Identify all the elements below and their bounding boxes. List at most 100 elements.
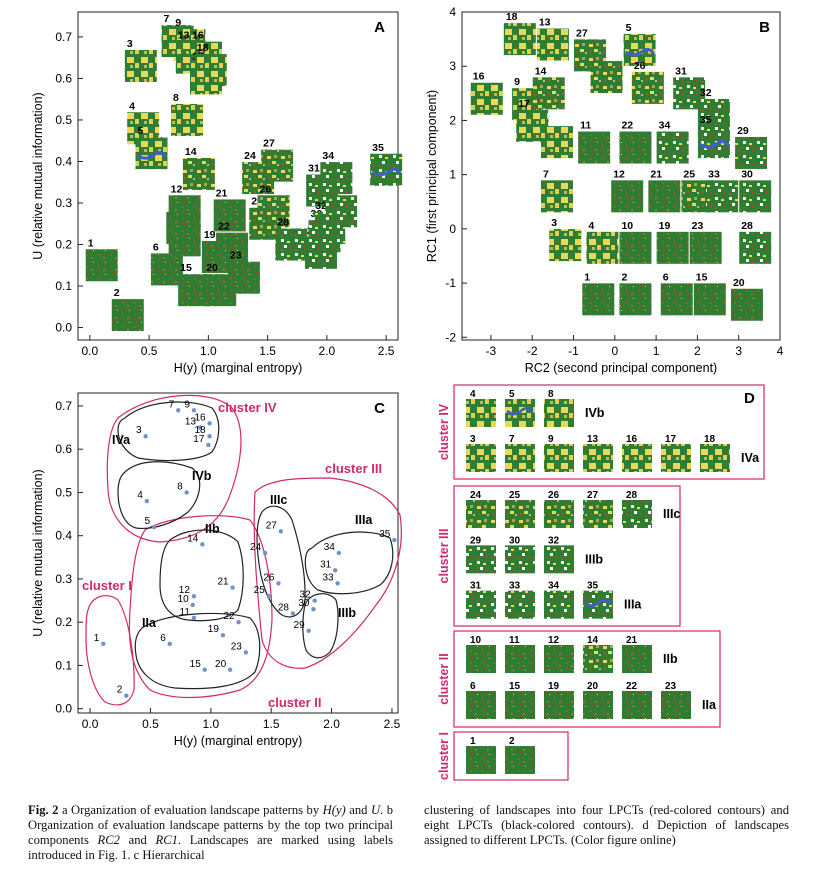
landscape-thumb <box>544 590 574 619</box>
x-tick-label: 2.0 <box>319 344 336 358</box>
landscape-image <box>730 288 763 321</box>
caption-u: U <box>370 803 381 817</box>
lpct-sub-label: IVa <box>741 451 760 465</box>
landscape-thumb-label: 29 <box>470 535 482 546</box>
landscape-tile: 8 <box>171 92 204 136</box>
landscape-image <box>124 49 157 82</box>
landscape-image <box>648 180 681 213</box>
landscape-label: 13 <box>539 17 551 29</box>
y-tick-label: 0.2 <box>55 615 72 629</box>
landscape-thumb <box>466 399 496 427</box>
caption-and: and <box>345 803 371 817</box>
point-label: 4 <box>137 490 143 501</box>
iva-label: IVa <box>112 433 131 447</box>
landscape-label: 4 <box>588 220 594 232</box>
cluster-iii-label: cluster III <box>325 461 382 476</box>
point-label: 20 <box>215 659 227 670</box>
landscape-tile: 6 <box>660 271 693 316</box>
landscape-image <box>693 283 726 316</box>
landscape-image <box>216 232 249 265</box>
landscape-label: 15 <box>180 262 192 274</box>
point-label: 31 <box>320 559 332 570</box>
y-tick-label: 0.5 <box>55 113 72 127</box>
landscape-tile: 11 <box>578 120 611 164</box>
landscape-tile: 3 <box>124 38 157 82</box>
landscape-label: 28 <box>277 217 289 229</box>
x-tick-label: 1.5 <box>259 344 276 358</box>
point-label: 33 <box>322 572 334 583</box>
landscape-thumb-label: 31 <box>470 581 482 592</box>
landscape-label: 17 <box>518 98 530 110</box>
landscape-thumb-label: 20 <box>587 681 599 692</box>
landscape-thumb <box>466 444 496 472</box>
landscape-label: 18 <box>506 11 518 23</box>
landscape-image <box>516 109 549 142</box>
caption-fig-label: Fig. 2 <box>28 803 59 817</box>
x-tick-label: -1 <box>568 344 579 358</box>
landscape-tile: 34 <box>656 120 689 164</box>
panel-c-letter: C <box>374 400 385 417</box>
data-point <box>101 641 106 647</box>
landscape-image <box>532 77 565 110</box>
landscape-thumb-label: 6 <box>470 681 476 692</box>
data-point <box>200 542 205 547</box>
point-label: 28 <box>278 603 290 614</box>
lpct-group: cluster I 1 2 <box>437 731 569 781</box>
landscape-thumb <box>583 691 613 719</box>
landscape-label: 7 <box>164 13 170 25</box>
y-tick-label: 4 <box>449 5 456 19</box>
landscape-thumb <box>544 645 574 673</box>
data-point <box>227 667 233 672</box>
landscape-tile: 22 <box>619 120 652 164</box>
landscape-label: 9 <box>175 17 181 29</box>
point-label: 27 <box>266 520 278 531</box>
landscape-thumb <box>505 645 535 673</box>
landscape-image <box>631 71 664 104</box>
landscape-label: 1 <box>584 271 590 283</box>
y-tick-label: 3 <box>449 59 456 73</box>
x-tick-label: 1.0 <box>200 344 217 358</box>
panel-c-x-label: H(y) (marginal entropy) <box>174 734 303 748</box>
landscape-label: 6 <box>663 271 669 283</box>
x-tick-label: 0 <box>611 344 618 358</box>
landscape-image <box>536 28 569 61</box>
data-point <box>207 421 212 426</box>
landscape-thumb-label: 9 <box>548 434 554 445</box>
landscape-image <box>213 199 246 232</box>
caption-rest: . Landscapes are marked using labels int… <box>28 833 394 862</box>
landscape-image <box>168 224 201 257</box>
x-tick-label: 2.5 <box>378 344 395 358</box>
landscape-label: 2 <box>114 287 120 299</box>
data-point <box>333 568 338 573</box>
data-point <box>143 434 148 439</box>
caption-left: Fig. 2 a Organization of evaluation land… <box>28 803 393 863</box>
landscape-image <box>739 231 772 264</box>
landscape-image <box>586 231 619 264</box>
point-label: 2 <box>117 685 123 696</box>
landscape-label: 20 <box>206 262 218 274</box>
panel-a-y-ticks: 0.0 0.1 0.2 0.3 0.4 0.5 0.6 0.7 <box>55 30 83 335</box>
landscape-tile: 23 <box>227 250 260 294</box>
point-label: 13 <box>185 417 197 428</box>
panel-b-letter: B <box>759 19 770 36</box>
landscape-image <box>257 195 290 228</box>
point-label: 5 <box>145 516 151 527</box>
iib-label: IIb <box>205 522 220 536</box>
panel-b-y-ticks: -2 -1 0 1 2 3 4 <box>445 5 467 344</box>
figure: 0.0 0.5 1.0 1.5 2.0 2.5 0.0 0.1 0.2 0.3 0.4 0.5 0.6… <box>31 5 784 781</box>
landscape-label: 7 <box>543 168 549 180</box>
landscape-label: 6 <box>153 241 159 253</box>
landscape-image <box>470 82 503 115</box>
data-point <box>176 408 181 413</box>
lpct-sub-label: IIIc <box>663 507 680 521</box>
data-point <box>184 490 189 495</box>
data-point <box>236 619 241 625</box>
iiib-label: IIIb <box>338 606 356 620</box>
landscape-thumb <box>466 545 496 574</box>
iiia-label: IIIa <box>355 513 373 527</box>
x-tick-label: 2 <box>694 344 701 358</box>
landscape-thumb-label: 14 <box>587 635 599 646</box>
landscape-thumb <box>622 500 652 528</box>
